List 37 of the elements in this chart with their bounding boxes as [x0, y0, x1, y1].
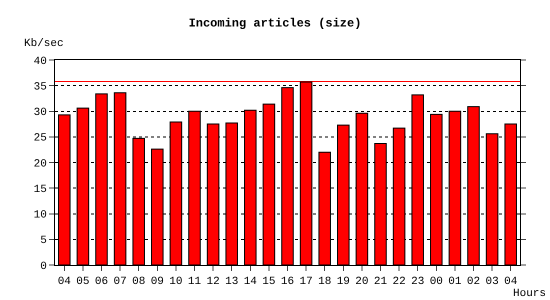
y-tick-label: 0	[40, 260, 47, 273]
y-tick-label: 40	[34, 56, 47, 68]
x-tick-label: 16	[280, 276, 294, 288]
chart-title: Incoming articles (size)	[188, 16, 362, 30]
y-axis-title: Kb/sec	[24, 38, 64, 50]
x-tick-label: 10	[169, 276, 182, 288]
x-tick-label: 09	[150, 276, 164, 288]
x-tick-label: 01	[448, 276, 462, 288]
x-tick-label: 05	[76, 276, 90, 288]
x-axis-title: Hours	[513, 288, 546, 300]
x-tick-label: 17	[300, 276, 313, 288]
x-tick-label: 22	[392, 276, 406, 288]
y-tick-label: 10	[34, 210, 47, 222]
y-tick-label: 35	[34, 81, 47, 94]
x-tick-label: 04	[504, 276, 518, 288]
x-tick-label: 04	[58, 276, 72, 288]
x-tick-label: 18	[318, 276, 332, 288]
x-tick-label: 02	[466, 276, 480, 288]
x-tick-label: 12	[206, 276, 220, 288]
x-tick-label: 21	[374, 276, 388, 288]
y-tick-label: 30	[34, 107, 47, 120]
y-tick-label: 25	[34, 132, 47, 145]
x-tick-label: 15	[262, 276, 276, 288]
y-tick-label: 5	[40, 235, 47, 248]
x-tick-label: 19	[336, 276, 350, 288]
x-tick-label: 20	[355, 276, 368, 288]
x-tick-label: 11	[188, 276, 202, 288]
x-tick-label: 14	[244, 276, 258, 288]
y-tick-label: 15	[34, 184, 47, 196]
x-tick-label: 07	[114, 276, 127, 288]
x-tick-label: 00	[430, 276, 443, 288]
x-tick-label: 13	[225, 276, 238, 288]
y-tick-label: 20	[34, 158, 47, 170]
x-tick-label: 03	[486, 276, 499, 288]
x-tick-label: 23	[411, 276, 424, 288]
x-tick-label: 06	[94, 276, 108, 288]
x-tick-label: 08	[132, 276, 146, 288]
